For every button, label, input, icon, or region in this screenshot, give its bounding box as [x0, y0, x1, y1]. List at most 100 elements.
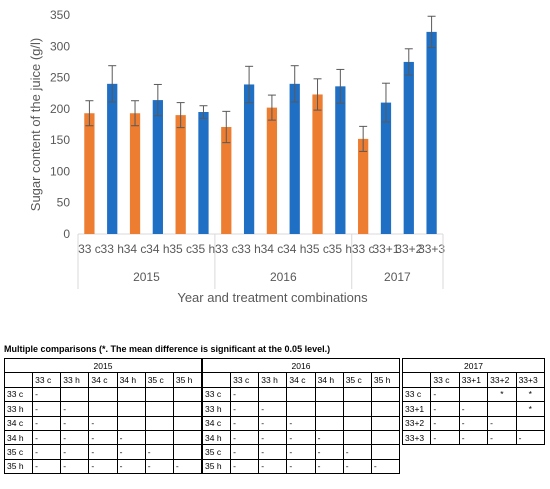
comparison-cell: -	[32, 429, 62, 446]
table-row: 33 c-	[3, 386, 203, 403]
x-tick-label: 33+3	[418, 242, 445, 256]
group-label: 2017	[384, 270, 411, 284]
comparison-cell: -	[88, 458, 118, 475]
table-row: 35 h------	[3, 458, 203, 475]
x-tick-label: 33 c	[352, 242, 375, 256]
comparison-cell	[342, 415, 372, 431]
x-tick-label: 33 c	[215, 242, 238, 256]
comparison-cell: -	[430, 429, 460, 446]
x-tick-label: 33 c	[78, 242, 101, 256]
comparison-cell: *	[515, 386, 546, 403]
comparison-cell: -	[314, 429, 344, 446]
row-header: 33 h	[3, 401, 34, 417]
table-row: 35 h------	[201, 458, 401, 475]
comparison-cell: -	[60, 415, 90, 431]
table-year-label: 2015	[4, 357, 202, 374]
comparison-cell: -	[258, 401, 288, 417]
comparison-cell: -	[370, 458, 401, 475]
column-header: 35 c	[342, 372, 372, 388]
table-row: 33 h--	[201, 401, 401, 417]
comparison-cell: -	[116, 429, 146, 446]
comparison-cell	[314, 401, 344, 417]
row-header: 33 c	[3, 386, 34, 403]
y-tick-label: 200	[50, 102, 70, 116]
column-header: 35 h	[172, 372, 203, 388]
comparison-cell: -	[314, 458, 344, 475]
column-header: 33 h	[60, 372, 90, 388]
column-header: 33+2	[487, 372, 517, 388]
bar	[335, 86, 346, 235]
y-axis-label: Sugar content of the juice (g/l)	[28, 38, 43, 211]
row-header: 33 h	[201, 401, 232, 417]
comparison-cell: -	[32, 458, 62, 475]
y-tick-label: 300	[50, 39, 70, 53]
comparison-cell: -	[230, 429, 260, 446]
y-tick-label: 50	[57, 196, 71, 210]
comparison-cell	[286, 386, 316, 403]
header-row: 33 c 33+1 33+2 33+3	[401, 372, 546, 388]
comparison-cell: -	[88, 415, 118, 431]
comparison-cell: -	[286, 444, 316, 460]
x-tick-label: 33 h	[237, 242, 260, 256]
comparison-cell	[88, 386, 118, 403]
comparison-cell	[487, 401, 517, 417]
y-tick-label: 150	[50, 133, 70, 147]
comparison-cell	[172, 429, 203, 446]
comparison-cell: -	[487, 415, 517, 431]
comparisons-title: Multiple comparisons (*. The mean differ…	[4, 344, 331, 354]
comparison-cell: -	[342, 444, 372, 460]
comparison-cell: -	[286, 415, 316, 431]
comparison-cell: -	[314, 444, 344, 460]
bar	[312, 94, 323, 234]
x-tick-label: 35 c	[169, 242, 192, 256]
comparison-cell	[144, 415, 174, 431]
comparison-cell: -	[32, 401, 62, 417]
x-tick-label: 33 h	[101, 242, 124, 256]
comparison-cell: -	[515, 429, 546, 446]
comparison-cell	[144, 386, 174, 403]
comparison-cell	[515, 415, 546, 431]
comparison-cell: -	[458, 429, 489, 446]
table-row: 33 c - * *	[401, 386, 546, 403]
comparison-cell: -	[430, 386, 460, 403]
comparison-cell	[370, 386, 401, 403]
comparison-cell: -	[286, 458, 316, 475]
group-label: 2016	[270, 270, 297, 284]
column-header: 33 h	[258, 372, 288, 388]
column-header: 34 c	[88, 372, 118, 388]
comparison-cell	[342, 401, 372, 417]
x-tick-label: 34 h	[283, 242, 306, 256]
comparison-cell: -	[286, 429, 316, 446]
comparison-cell	[342, 429, 372, 446]
row-header: 34 c	[201, 415, 232, 431]
comparison-cell	[88, 401, 118, 417]
comparison-cell: -	[487, 429, 517, 446]
comparison-cell: -	[258, 444, 288, 460]
x-tick-label: 35 h	[192, 242, 215, 256]
table-row: 33 h--	[3, 401, 203, 417]
comparison-table-2017: 2017 33 c 33+1 33+2 33+3 33 c - * * 33+1- - * 33+2- -…	[401, 357, 546, 446]
column-header: 33 c	[230, 372, 260, 388]
x-axis-label: Year and treatment combinations	[177, 290, 368, 305]
comparison-cell: -	[458, 401, 489, 417]
comparison-cell	[172, 401, 203, 417]
comparison-cell	[258, 386, 288, 403]
row-header: 34 h	[3, 429, 34, 446]
y-tick-label: 100	[50, 164, 70, 178]
comparison-cell	[172, 415, 203, 431]
comparison-cell: -	[458, 415, 489, 431]
bar	[84, 113, 95, 234]
table-row: 33 c-	[201, 386, 401, 403]
bar	[289, 83, 300, 234]
comparison-cell: -	[116, 444, 146, 460]
column-header: 35 c	[144, 372, 174, 388]
comparison-cell: -	[144, 444, 174, 460]
table-year-label: 2016	[202, 357, 400, 374]
table-row: 35 c-----	[201, 444, 401, 460]
x-tick-label: 35 c	[306, 242, 329, 256]
year-row: 2017	[402, 357, 545, 374]
comparison-cell	[172, 386, 203, 403]
column-header: 33 c	[430, 372, 460, 388]
bar	[129, 113, 141, 234]
x-tick-label: 34 c	[124, 242, 147, 256]
